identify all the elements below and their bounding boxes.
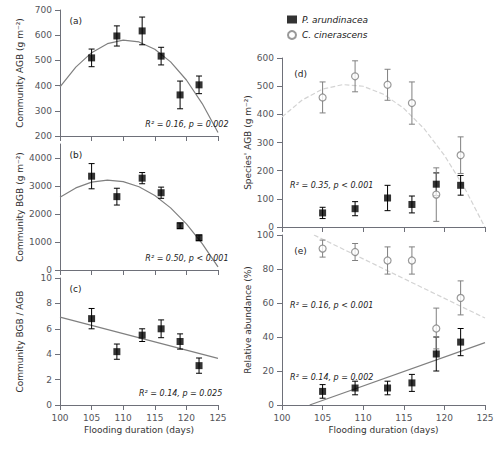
svg-text:100: 100 [257, 194, 274, 204]
svg-text:2: 2 [46, 375, 52, 385]
svg-text:Relative abundance (%): Relative abundance (%) [243, 266, 253, 374]
svg-text:300: 300 [257, 138, 274, 148]
svg-text:(a): (a) [69, 16, 82, 26]
svg-text:R² = 0.35, p < 0.001: R² = 0.35, p < 0.001 [290, 181, 373, 190]
svg-text:0: 0 [46, 400, 52, 410]
svg-text:C. cinerascens: C. cinerascens [302, 30, 368, 40]
svg-text:0: 0 [268, 400, 274, 410]
svg-text:100: 100 [257, 230, 274, 240]
svg-text:10: 10 [41, 273, 53, 283]
svg-text:200: 200 [257, 166, 274, 176]
svg-text:300: 300 [35, 106, 52, 116]
svg-text:(d): (d) [294, 69, 307, 79]
svg-text:20: 20 [263, 366, 275, 376]
svg-text:8: 8 [46, 298, 52, 308]
svg-text:R² = 0.16, p < 0.001: R² = 0.16, p < 0.001 [290, 301, 373, 310]
svg-text:600: 600 [35, 30, 52, 40]
svg-text:R² = 0.50, p < 0.001: R² = 0.50, p < 0.001 [145, 254, 228, 263]
svg-text:100: 100 [51, 413, 68, 423]
svg-text:R² = 0.14, p = 0.025: R² = 0.14, p = 0.025 [139, 389, 222, 398]
svg-text:R² = 0.14, p = 0.002: R² = 0.14, p = 0.002 [290, 373, 373, 382]
svg-text:120: 120 [436, 413, 453, 423]
svg-text:500: 500 [257, 81, 274, 91]
svg-text:R² = 0.16, p = 0.002: R² = 0.16, p = 0.002 [145, 120, 228, 129]
svg-text:700: 700 [35, 5, 52, 15]
svg-text:3000: 3000 [29, 181, 52, 191]
svg-text:0: 0 [46, 265, 52, 275]
svg-text:4000: 4000 [29, 153, 52, 163]
svg-text:80: 80 [263, 264, 275, 274]
svg-text:110: 110 [115, 413, 132, 423]
svg-text:P. arundinacea: P. arundinacea [302, 15, 368, 25]
svg-text:400: 400 [257, 109, 274, 119]
svg-text:400: 400 [35, 81, 52, 91]
svg-text:200: 200 [35, 131, 52, 141]
svg-text:Species' AGB (g m⁻²): Species' AGB (g m⁻²) [243, 95, 253, 190]
svg-text:1000: 1000 [29, 237, 52, 247]
svg-text:600: 600 [257, 53, 274, 63]
svg-text:Flooding duration (days): Flooding duration (days) [328, 425, 438, 435]
svg-text:60: 60 [263, 298, 275, 308]
svg-text:0: 0 [268, 222, 274, 232]
svg-text:4: 4 [46, 349, 52, 359]
svg-text:(c): (c) [69, 284, 81, 294]
svg-text:40: 40 [263, 332, 275, 342]
svg-text:125: 125 [209, 413, 226, 423]
svg-text:Community BGB (g m⁻²): Community BGB (g m⁻²) [15, 152, 25, 262]
svg-text:2000: 2000 [29, 209, 52, 219]
svg-text:110: 110 [355, 413, 372, 423]
svg-text:105: 105 [314, 413, 331, 423]
svg-text:Community AGB (g m⁻²): Community AGB (g m⁻²) [15, 18, 25, 128]
svg-text:115: 115 [395, 413, 412, 423]
svg-text:125: 125 [476, 413, 493, 423]
svg-text:105: 105 [83, 413, 100, 423]
svg-text:6: 6 [46, 324, 52, 334]
svg-text:120: 120 [178, 413, 195, 423]
svg-text:(e): (e) [294, 246, 307, 256]
svg-text:Flooding duration (days): Flooding duration (days) [84, 425, 194, 435]
svg-text:100: 100 [273, 413, 290, 423]
svg-text:Community BGB / AGB: Community BGB / AGB [15, 290, 25, 392]
svg-text:(b): (b) [69, 150, 82, 160]
svg-text:115: 115 [146, 413, 163, 423]
svg-text:500: 500 [35, 55, 52, 65]
